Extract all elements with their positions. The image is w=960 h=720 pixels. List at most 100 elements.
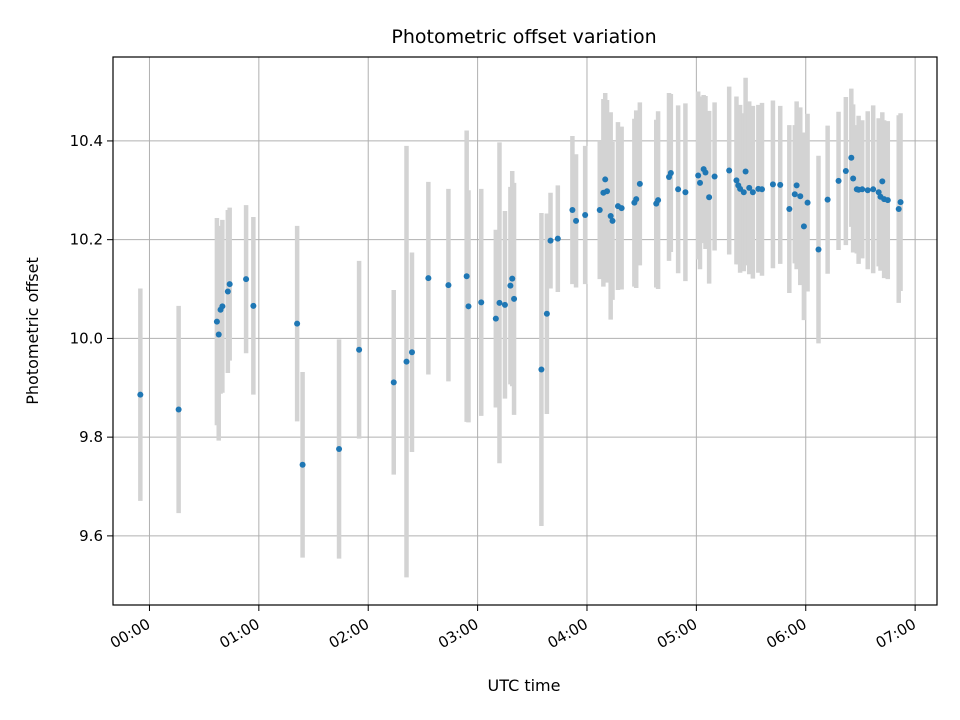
data-point	[299, 461, 306, 468]
plot-area-frame	[112, 56, 938, 606]
data-point	[733, 177, 740, 184]
data-point	[445, 282, 452, 289]
data-point	[294, 320, 301, 327]
data-point	[702, 169, 709, 176]
y-tick-label: 9.6	[79, 527, 103, 545]
data-point	[884, 197, 891, 204]
data-point	[633, 196, 640, 203]
data-point	[511, 295, 518, 302]
data-point	[569, 207, 576, 214]
data-point	[390, 379, 397, 386]
x-tick-label: 00:00	[107, 615, 153, 652]
data-point	[769, 181, 776, 188]
x-axis-label: UTC time	[488, 676, 561, 695]
data-point	[543, 310, 550, 317]
data-point	[850, 175, 857, 182]
x-tick-label: 06:00	[763, 615, 809, 652]
data-point	[815, 246, 822, 253]
data-point	[675, 186, 682, 193]
data-point	[465, 303, 472, 310]
grid-lines	[113, 57, 937, 605]
data-point	[682, 189, 689, 196]
data-point	[356, 346, 363, 353]
y-tick-label: 9.8	[79, 428, 103, 446]
x-tick-label: 05:00	[654, 615, 700, 652]
x-tick-label: 03:00	[435, 615, 481, 652]
data-point	[797, 193, 804, 200]
data-point	[213, 318, 220, 325]
data-point	[742, 168, 749, 175]
data-points	[137, 154, 904, 468]
data-point	[425, 275, 432, 282]
data-point	[697, 179, 704, 186]
data-point	[219, 303, 226, 310]
data-point	[824, 196, 831, 203]
x-tick-label: 01:00	[216, 615, 262, 652]
data-point	[711, 173, 718, 180]
data-point	[509, 275, 516, 282]
data-point	[695, 172, 702, 179]
x-axis-ticks: 00:00 01:00 02:00 03:00 04:00 05:00 06:00 07:00	[107, 605, 919, 652]
data-point	[848, 154, 855, 161]
data-point	[746, 184, 753, 191]
data-point	[835, 177, 842, 184]
data-point	[667, 170, 674, 177]
data-point	[842, 168, 849, 175]
data-point	[573, 217, 580, 224]
data-point	[604, 188, 611, 195]
data-point	[726, 167, 733, 174]
data-point	[607, 212, 614, 219]
data-point	[226, 281, 233, 288]
data-point	[864, 187, 871, 194]
data-point	[879, 178, 886, 185]
data-point	[137, 391, 144, 398]
data-point	[175, 406, 182, 413]
data-point	[791, 191, 798, 198]
data-point	[636, 180, 643, 187]
data-point	[538, 366, 545, 373]
data-point	[609, 217, 616, 224]
data-point	[547, 237, 554, 244]
data-point	[740, 189, 747, 196]
data-point	[582, 211, 589, 218]
x-tick-label: 07:00	[873, 615, 919, 652]
chart-title: Photometric offset variation	[391, 26, 656, 48]
data-point	[895, 206, 902, 213]
data-point	[793, 182, 800, 189]
x-tick-label: 04:00	[545, 615, 591, 652]
error-bars	[138, 77, 903, 578]
y-axis-label: Photometric offset	[23, 257, 42, 405]
data-point	[336, 445, 343, 452]
data-point	[408, 349, 415, 356]
data-point	[655, 197, 662, 204]
x-tick-label: 02:00	[326, 615, 372, 652]
y-axis-ticks: 9.6 9.8 10.0 10.2 10.4	[70, 132, 113, 545]
data-point	[897, 199, 904, 206]
data-point	[758, 186, 765, 193]
data-point	[706, 194, 713, 201]
data-point	[602, 176, 609, 183]
data-point	[250, 302, 257, 309]
data-point	[554, 235, 561, 242]
data-point	[478, 299, 485, 306]
data-point	[501, 301, 508, 308]
data-point	[800, 223, 807, 230]
data-point	[492, 315, 499, 322]
y-tick-label: 10.0	[70, 329, 103, 347]
data-point	[749, 189, 756, 196]
y-tick-label: 10.4	[70, 132, 103, 150]
data-point	[496, 299, 503, 306]
data-point	[596, 207, 603, 214]
data-point	[804, 199, 811, 206]
data-point	[224, 288, 231, 295]
data-point	[403, 358, 410, 365]
data-point	[786, 206, 793, 213]
y-tick-label: 10.2	[70, 231, 103, 249]
data-point	[777, 181, 784, 188]
data-point	[507, 282, 514, 289]
data-point	[618, 205, 625, 212]
data-point	[463, 273, 470, 280]
data-point	[215, 331, 222, 338]
data-point	[859, 186, 866, 193]
